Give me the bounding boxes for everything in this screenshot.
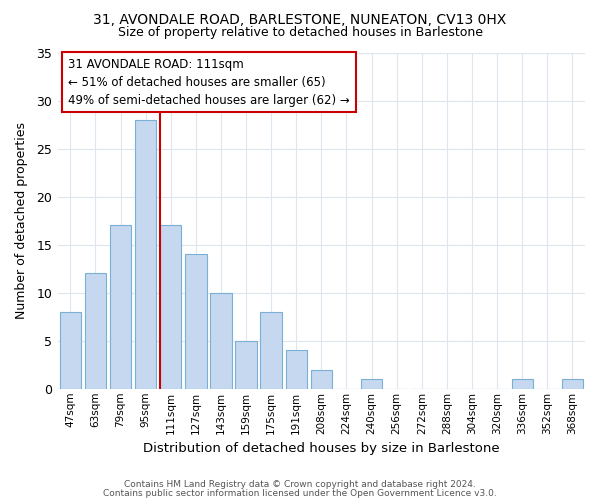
Text: Size of property relative to detached houses in Barlestone: Size of property relative to detached ho…: [118, 26, 482, 39]
Bar: [160, 226, 181, 389]
X-axis label: Distribution of detached houses by size in Barlestone: Distribution of detached houses by size …: [143, 442, 500, 455]
Bar: [110, 226, 131, 389]
Bar: [185, 254, 206, 389]
Bar: [562, 379, 583, 389]
Y-axis label: Number of detached properties: Number of detached properties: [15, 122, 28, 319]
Text: 31, AVONDALE ROAD, BARLESTONE, NUNEATON, CV13 0HX: 31, AVONDALE ROAD, BARLESTONE, NUNEATON,…: [94, 12, 506, 26]
Bar: [59, 312, 81, 389]
Bar: [210, 292, 232, 389]
Bar: [260, 312, 282, 389]
Bar: [235, 340, 257, 389]
Text: 31 AVONDALE ROAD: 111sqm
← 51% of detached houses are smaller (65)
49% of semi-d: 31 AVONDALE ROAD: 111sqm ← 51% of detach…: [68, 58, 350, 106]
Bar: [286, 350, 307, 389]
Text: Contains HM Land Registry data © Crown copyright and database right 2024.: Contains HM Land Registry data © Crown c…: [124, 480, 476, 489]
Text: Contains public sector information licensed under the Open Government Licence v3: Contains public sector information licen…: [103, 489, 497, 498]
Bar: [361, 379, 382, 389]
Bar: [512, 379, 533, 389]
Bar: [311, 370, 332, 389]
Bar: [85, 274, 106, 389]
Bar: [135, 120, 157, 389]
